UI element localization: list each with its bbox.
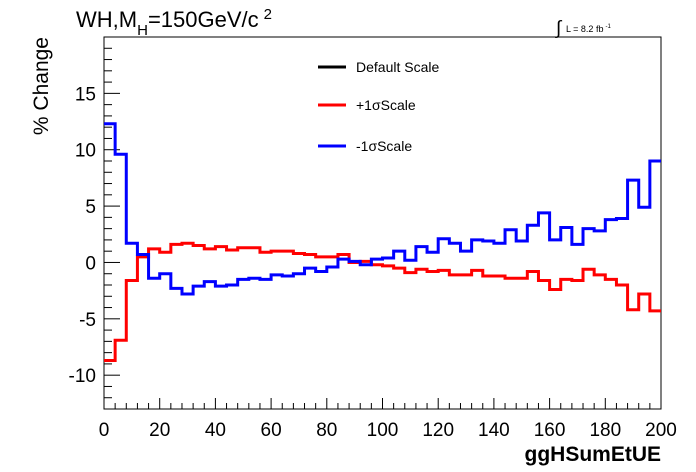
legend-label-minus1sigma: -1σScale [356, 138, 412, 154]
x-tick-label: 40 [205, 420, 226, 441]
title-subscript: H [137, 22, 148, 39]
x-tick-labels: 0 20 40 60 80 100 120 140 160 180 200 [99, 420, 677, 441]
x-tick-label: 180 [589, 420, 621, 441]
title-rest: =150GeV/c [148, 7, 259, 32]
y-tick-label: -5 [79, 310, 96, 331]
legend-entry-default: Default Scale [318, 59, 439, 75]
title-main: WH,M [76, 7, 137, 32]
axis-ticks [103, 36, 662, 410]
x-tick-label: 160 [534, 420, 566, 441]
legend-entry-minus1sigma: -1σScale [318, 138, 412, 154]
svg-text:L = 8.2 fb-1: L = 8.2 fb -1 [566, 24, 611, 34]
y-tick-label: 15 [75, 84, 96, 105]
legend: Default Scale +1σScale -1σScale [318, 59, 439, 154]
svg-text:WH,MH=150GeV/c2: WH,MH=150GeV/c 2 [76, 6, 272, 39]
title-superscript: 2 [264, 6, 272, 23]
integral-symbol: ∫ [555, 18, 563, 39]
legend-entry-plus1sigma: +1σScale [318, 97, 416, 113]
x-tick-label: 80 [316, 420, 337, 441]
x-tick-label: 100 [367, 420, 399, 441]
x-tick-label: 200 [645, 420, 677, 441]
x-tick-label: 20 [149, 420, 170, 441]
y-axis-label: % Change [30, 37, 53, 135]
x-tick-label: 60 [261, 420, 282, 441]
lumi-superscript: -1 [605, 24, 611, 30]
series-line-2 [104, 122, 661, 296]
x-tick-label: 0 [99, 420, 110, 441]
legend-label-default: Default Scale [356, 59, 439, 75]
y-tick-label: 10 [75, 141, 96, 162]
legend-label-plus1sigma: +1σScale [356, 97, 416, 113]
series-line-1 [104, 241, 661, 363]
y-tick-label: 5 [85, 197, 96, 218]
y-tick-label: -10 [69, 366, 96, 387]
x-tick-label: 140 [478, 420, 510, 441]
y-tick-labels: -10 -5 0 5 10 15 [69, 84, 96, 387]
lumi-text: L = 8.2 fb [566, 24, 603, 34]
series-lines [104, 122, 661, 363]
x-tick-label: 120 [422, 420, 454, 441]
y-tick-label: 0 [85, 253, 96, 274]
chart-title: WH,MH=150GeV/c 2 [76, 6, 272, 39]
luminosity-label: ∫ L = 8.2 fb -1 [555, 18, 611, 39]
x-axis-label: ggHSumEtUE [525, 443, 662, 466]
